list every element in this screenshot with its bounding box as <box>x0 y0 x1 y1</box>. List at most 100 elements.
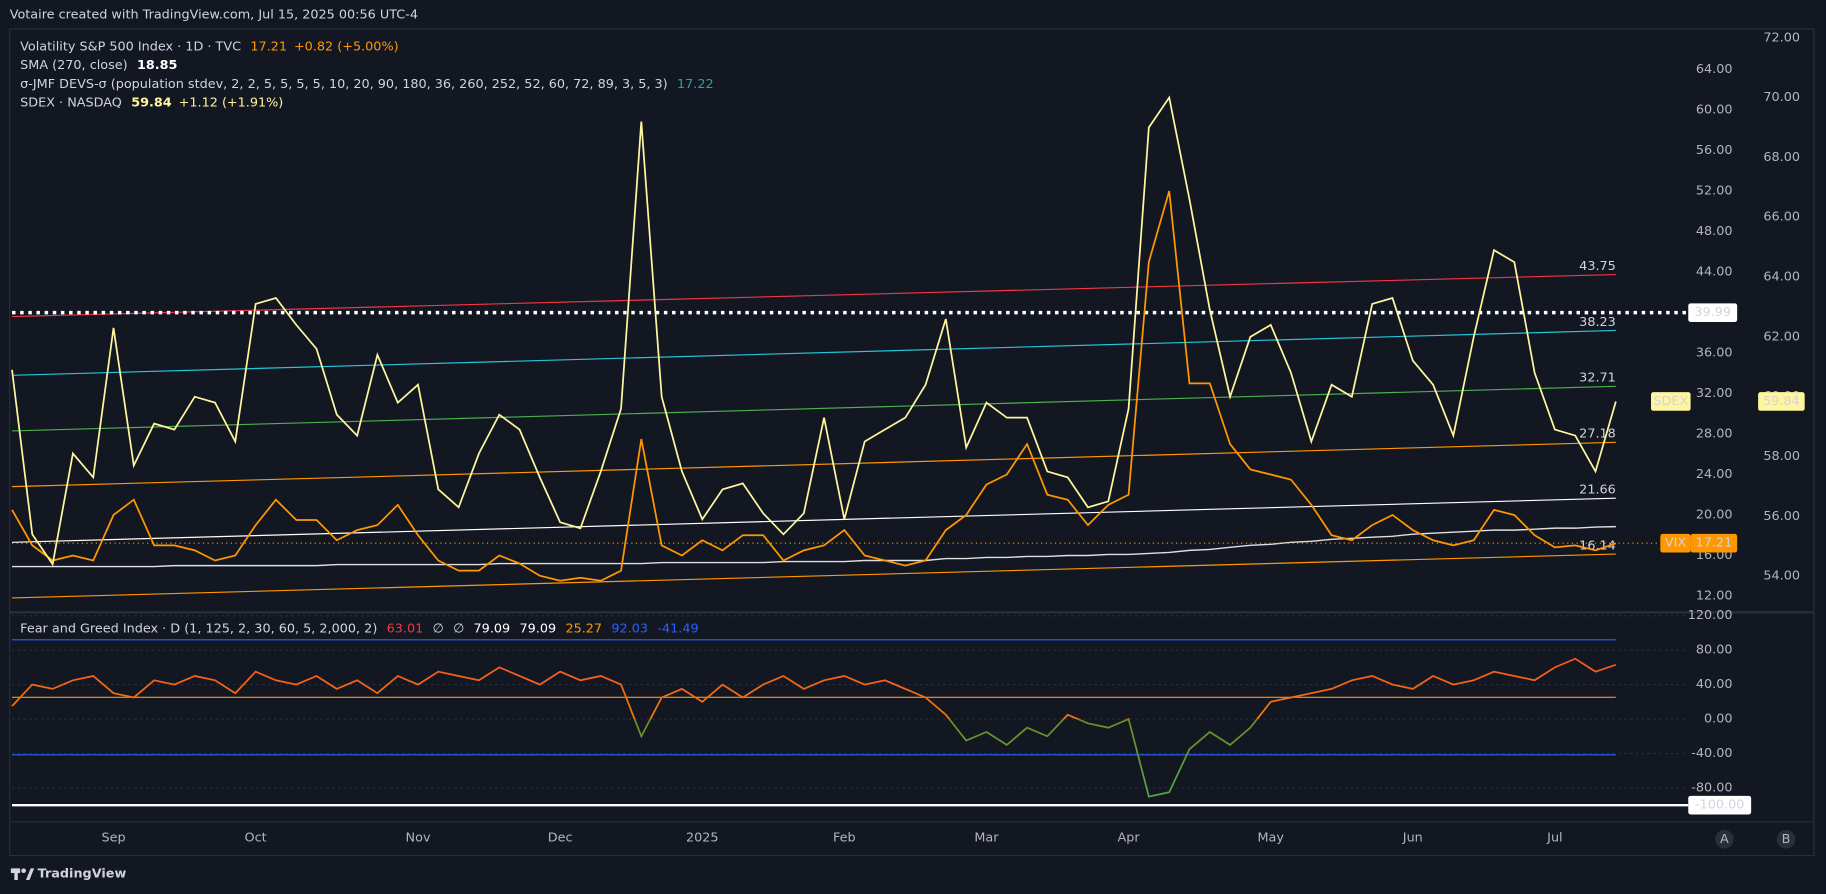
channel-label: 32.71 <box>1579 371 1616 386</box>
legend-vix: Volatility S&P 500 Index · 1D · TVC 17.21… <box>20 39 398 54</box>
legend-fear-greed: Fear and Greed Index · D (1, 125, 2, 30,… <box>20 621 698 636</box>
y-tick-label: 44.00 <box>1696 265 1733 280</box>
y-tick-label: 36.00 <box>1696 346 1733 361</box>
scale-button-label[interactable]: A <box>1720 832 1729 847</box>
last-value-label-box <box>1690 533 1738 553</box>
channel-line <box>11 553 1616 599</box>
legend-label: SDEX · NASDAQ <box>20 95 122 110</box>
legend-devs: σ-JMF DEVS-σ (population stdev, 2, 2, 5,… <box>20 76 713 91</box>
x-tick-label: May <box>1257 831 1284 846</box>
y-tick-label: -40.00 <box>1691 746 1732 761</box>
legend-value: 63.01 <box>387 621 424 636</box>
series-name-label: VIX <box>1665 536 1687 551</box>
y-tick-label: 68.00 <box>1763 150 1800 165</box>
x-tick-label: 2025 <box>686 831 719 846</box>
header-title: Votaire created with TradingView.com, Ju… <box>10 8 418 23</box>
chart-frame <box>9 28 1815 857</box>
legend-label: Fear and Greed Index · D (1, 125, 2, 30,… <box>20 621 377 636</box>
y-tick-label: 72.00 <box>1763 30 1800 45</box>
legend-value: -41.49 <box>657 621 698 636</box>
sma-line <box>12 525 1616 568</box>
logo-part <box>21 868 26 874</box>
series-line <box>11 95 1617 567</box>
legend-value: ∅ <box>433 621 444 636</box>
series-name-label-box <box>1651 392 1691 411</box>
logo-part <box>25 868 35 881</box>
x-tick-label: Dec <box>548 831 573 846</box>
channel-label: 27.18 <box>1579 427 1616 442</box>
scale-button[interactable] <box>1776 829 1796 849</box>
channel-label: 38.23 <box>1579 315 1616 330</box>
y-tick-label: 120.00 <box>1688 608 1733 623</box>
legend-label: Volatility S&P 500 Index · 1D · TVC <box>20 39 241 54</box>
x-tick-label: Nov <box>406 831 431 846</box>
y-tick-label: 28.00 <box>1696 426 1733 441</box>
legend-value: 17.21 <box>250 39 287 54</box>
hline-label-box <box>1688 795 1752 815</box>
channel-line <box>11 329 1616 376</box>
legend-change: +1.12 (+1.91%) <box>179 95 284 110</box>
footer-logo <box>10 868 35 881</box>
y-tick-label: 62.00 <box>1763 329 1800 344</box>
legend-value: 25.27 <box>565 621 602 636</box>
legend-change: +0.82 (+5.00%) <box>294 39 399 54</box>
y-tick-label: 40.00 <box>1696 677 1733 692</box>
channel-label: 21.66 <box>1579 483 1616 498</box>
last-value-label-box <box>1758 392 1805 411</box>
y-tick-label: 48.00 <box>1696 224 1733 239</box>
series-name-label: SDEX <box>1653 394 1688 409</box>
x-tick-label: Sep <box>101 831 125 846</box>
y-tick-label: 56.00 <box>1696 143 1733 158</box>
legend-value: 92.03 <box>611 621 648 636</box>
legend-label: SMA (270, close) <box>20 58 128 73</box>
legend-value: 17.22 <box>677 76 714 91</box>
legend-value: 79.09 <box>519 621 556 636</box>
series-line <box>11 190 1617 582</box>
hline-label-box <box>1688 303 1738 322</box>
x-tick-label: Oct <box>245 831 267 846</box>
y-tick-label: 58.00 <box>1763 449 1800 464</box>
series-name-label-box <box>1660 533 1691 553</box>
y-tick-label: -80.00 <box>1691 780 1732 795</box>
y-tick-label: 80.00 <box>1696 643 1733 658</box>
channel-label: 16.14 <box>1579 538 1616 553</box>
y-tick-label: 70.00 <box>1763 90 1800 105</box>
y-tick-label: 12.00 <box>1696 588 1733 603</box>
y-tick-label: 60.00 <box>1696 103 1733 118</box>
x-tick-label: Mar <box>974 831 999 846</box>
legend-sdex: SDEX · NASDAQ 59.84 +1.12 (+1.91%) <box>20 95 283 110</box>
x-tick-label: Apr <box>1118 831 1141 846</box>
y-tick-label: 64.00 <box>1763 270 1800 285</box>
last-value-label: 17.21 <box>1696 536 1733 551</box>
x-tick-label: Jun <box>1402 831 1423 846</box>
series-line <box>11 657 1617 798</box>
legend-value: 59.84 <box>131 95 172 110</box>
legend-value: ∅ <box>453 621 464 636</box>
y-tick-label: 56.00 <box>1763 509 1800 524</box>
last-value-label: 59.84 <box>1763 394 1800 409</box>
channel-line <box>11 497 1616 543</box>
y-tick-label: 24.00 <box>1696 467 1733 482</box>
y-tick-label: 52.00 <box>1696 184 1733 199</box>
hline-label: -100.00 <box>1695 798 1744 813</box>
scale-button-label[interactable]: B <box>1782 832 1791 847</box>
legend-sma: SMA (270, close) 18.85 <box>20 58 177 73</box>
y-tick-label: 20.00 <box>1696 507 1733 522</box>
y-tick-label: 64.00 <box>1696 62 1733 77</box>
legend-label: σ-JMF DEVS-σ (population stdev, 2, 2, 5,… <box>20 76 668 91</box>
y-tick-label: 0.00 <box>1704 712 1733 727</box>
logo-part <box>14 868 18 881</box>
y-tick-label: 32.00 <box>1696 386 1733 401</box>
y-tick-label: 66.00 <box>1763 210 1800 225</box>
x-tick-label: Jul <box>1546 831 1562 846</box>
x-tick-label: Feb <box>833 831 856 846</box>
scale-button[interactable] <box>1715 829 1734 849</box>
channel-label: 43.75 <box>1579 259 1616 274</box>
legend-value: 18.85 <box>137 58 178 73</box>
y-tick-label: 54.00 <box>1763 569 1800 584</box>
hline-label: 39.99 <box>1694 305 1731 320</box>
legend-value: 79.09 <box>474 621 511 636</box>
footer-brand: TradingView <box>38 867 127 882</box>
